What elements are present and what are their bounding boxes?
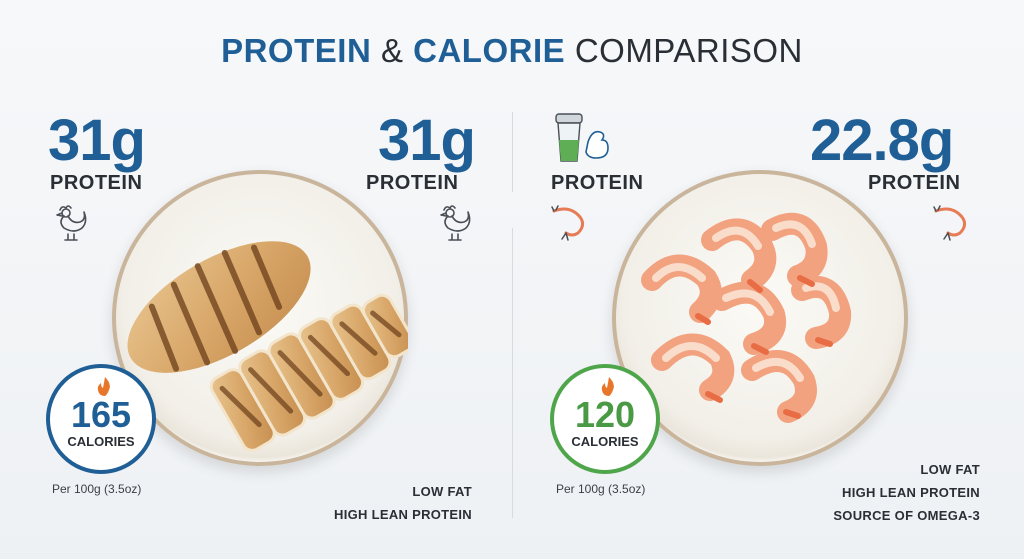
chicken-calorie-badge: 165 CALORIES	[46, 364, 156, 474]
flame-icon	[601, 377, 614, 396]
shrimp-icon	[933, 205, 967, 241]
shrimp-protein-right-label: PROTEIN	[868, 172, 961, 194]
shaker-bicep-icon	[555, 113, 609, 162]
shrimp-feature-high-lean-protein: HIGH LEAN PROTEIN	[842, 485, 980, 500]
shrimp-plate	[612, 170, 908, 466]
shrimp-per-serving: Per 100g (3.5oz)	[556, 482, 646, 496]
chicken-icon	[56, 205, 87, 241]
divider-top	[512, 112, 513, 192]
chicken-icon	[440, 205, 471, 241]
grilled-chicken-image	[127, 241, 408, 452]
chicken-feature-low-fat: LOW FAT	[412, 484, 472, 499]
divider-bottom	[512, 228, 513, 518]
title-amp: &	[380, 32, 404, 69]
shrimp-calories-label: CALORIES	[571, 434, 639, 449]
chicken-feature-high-lean-protein: HIGH LEAN PROTEIN	[334, 507, 472, 522]
shrimp-calorie-badge: 120 CALORIES	[550, 364, 660, 474]
page-title: PROTEIN & CALORIE COMPARISON	[0, 32, 1024, 70]
title-calorie: CALORIE	[413, 32, 566, 69]
chicken-calories-value: 165	[70, 394, 132, 435]
flame-icon	[97, 377, 110, 396]
chicken-protein-left-label: PROTEIN	[50, 172, 143, 194]
shrimp-features: LOW FAT HIGH LEAN PROTEIN SOURCE OF OMEG…	[833, 458, 980, 527]
chicken-per-serving: Per 100g (3.5oz)	[52, 482, 142, 496]
chicken-protein-right-label: PROTEIN	[366, 172, 459, 194]
shrimp-icon	[551, 205, 585, 241]
shrimp-feature-low-fat: LOW FAT	[920, 462, 980, 477]
shrimp-calories-value: 120	[574, 394, 636, 435]
shrimp-protein-left-label: PROTEIN	[551, 172, 644, 194]
shrimp-feature-omega-3: SOURCE OF OMEGA-3	[833, 508, 980, 523]
chicken-protein-left-value: 31g	[48, 108, 146, 173]
title-protein: PROTEIN	[221, 32, 372, 69]
chicken-protein-right-value: 31g	[378, 108, 476, 173]
shrimp-protein-right-value: 22.8g	[810, 108, 954, 173]
shrimp-image	[641, 212, 852, 423]
title-comparison: COMPARISON	[574, 32, 803, 69]
chicken-calories-label: CALORIES	[67, 434, 135, 449]
chicken-features: LOW FAT HIGH LEAN PROTEIN	[334, 480, 472, 526]
